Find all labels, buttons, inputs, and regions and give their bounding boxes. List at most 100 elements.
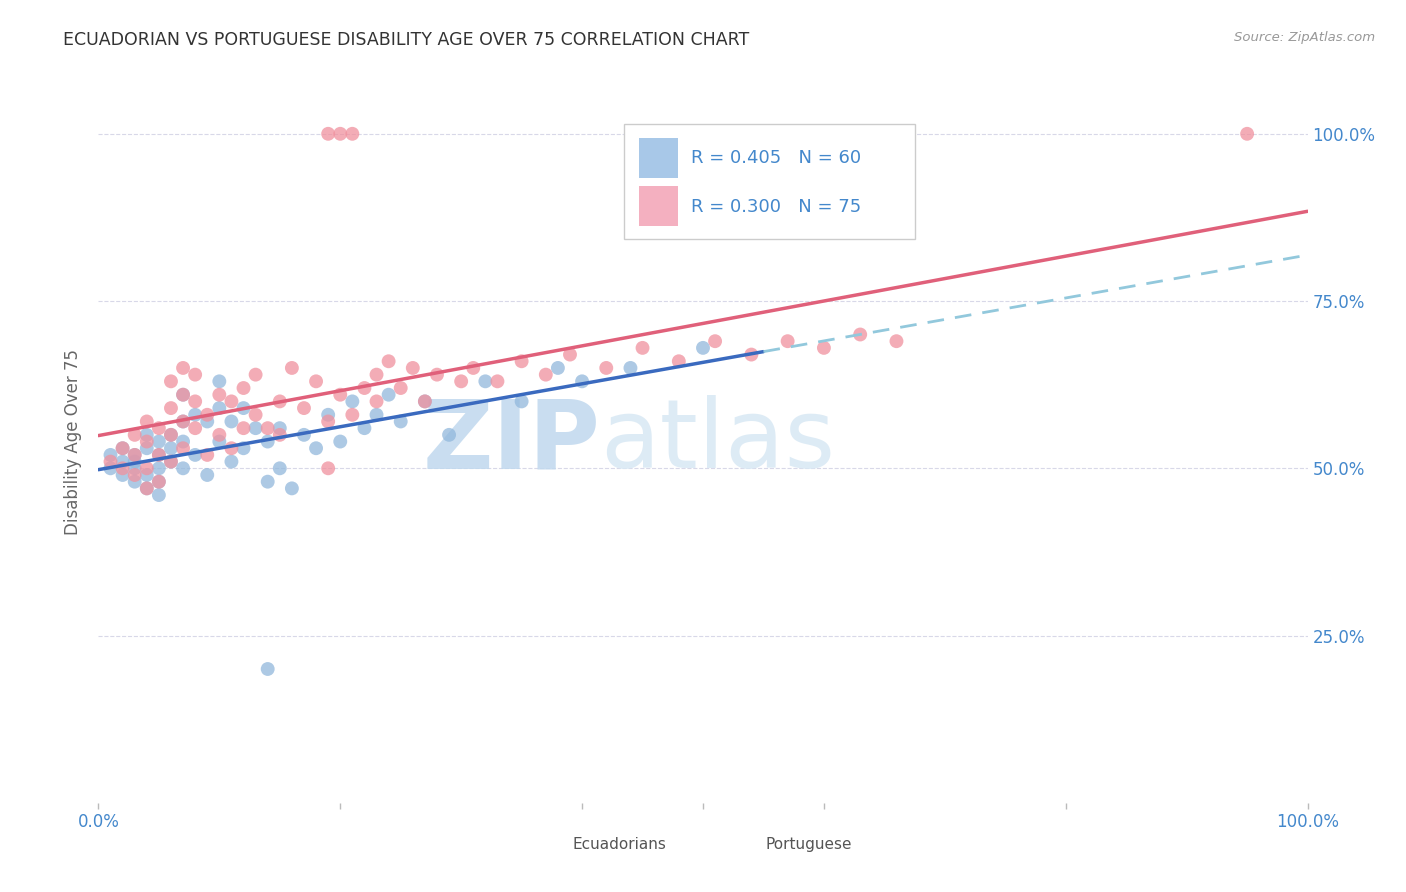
Point [571,375,593,389]
FancyBboxPatch shape [624,124,915,239]
Point [366,368,388,382]
Point [413,394,436,409]
Point [172,434,194,449]
Point [232,381,254,395]
Point [389,381,412,395]
Point [172,414,194,429]
Point [245,408,267,422]
Point [595,361,617,376]
Point [135,427,157,442]
Point [510,394,533,409]
Point [160,427,183,442]
FancyBboxPatch shape [638,186,678,227]
Point [232,421,254,435]
Point [342,408,364,422]
Point [208,375,231,389]
Point [245,368,267,382]
Point [474,375,496,389]
Point [184,421,207,435]
Text: R = 0.300   N = 75: R = 0.300 N = 75 [690,198,860,216]
Point [256,662,278,676]
Point [184,448,207,462]
Text: ECUADORIAN VS PORTUGUESE DISABILITY AGE OVER 75 CORRELATION CHART: ECUADORIAN VS PORTUGUESE DISABILITY AGE … [63,31,749,49]
Point [510,354,533,368]
Point [329,127,352,141]
Point [305,442,328,455]
Point [135,434,157,449]
Point [776,334,799,349]
Point [316,408,339,422]
Point [111,461,134,475]
Point [195,408,218,422]
Point [184,408,207,422]
Point [704,334,727,349]
Point [692,341,714,355]
Point [353,381,375,395]
Point [148,448,170,462]
Text: Ecuadorians: Ecuadorians [572,838,666,852]
Point [111,442,134,455]
Point [269,421,291,435]
Point [631,341,654,355]
Point [558,348,581,362]
Point [342,394,364,409]
Point [195,448,218,462]
Point [100,461,122,475]
Text: atlas: atlas [600,395,835,488]
Point [256,475,278,489]
FancyBboxPatch shape [503,830,564,858]
Text: ZIP: ZIP [422,395,600,488]
Point [463,361,485,376]
Point [135,482,157,496]
Point [148,448,170,462]
Point [281,482,304,496]
Point [100,448,122,462]
Point [221,394,243,409]
Point [366,394,388,409]
Point [208,434,231,449]
Point [232,442,254,455]
Point [402,361,425,376]
Point [148,488,170,502]
Y-axis label: Disability Age Over 75: Disability Age Over 75 [65,349,83,534]
Point [389,414,412,429]
Point [124,467,146,482]
Point [184,368,207,382]
Point [256,421,278,435]
Point [342,127,364,141]
Point [135,461,157,475]
Point [160,375,183,389]
Point [160,401,183,416]
Point [124,427,146,442]
Point [450,375,472,389]
Point [124,455,146,469]
Point [413,394,436,409]
Point [148,461,170,475]
Point [124,475,146,489]
Point [124,461,146,475]
Point [619,361,641,376]
Point [281,361,304,376]
Point [208,401,231,416]
Point [195,467,218,482]
Point [111,442,134,455]
Text: R = 0.405   N = 60: R = 0.405 N = 60 [690,149,860,168]
Point [195,414,218,429]
Point [366,408,388,422]
Point [813,341,835,355]
Point [292,401,315,416]
Point [172,361,194,376]
Point [100,455,122,469]
Point [353,421,375,435]
Point [221,414,243,429]
Point [329,387,352,401]
Point [316,461,339,475]
Point [172,461,194,475]
Point [329,434,352,449]
Point [172,387,194,401]
Point [534,368,557,382]
Point [292,427,315,442]
Point [269,427,291,442]
Point [208,387,231,401]
Point [160,427,183,442]
